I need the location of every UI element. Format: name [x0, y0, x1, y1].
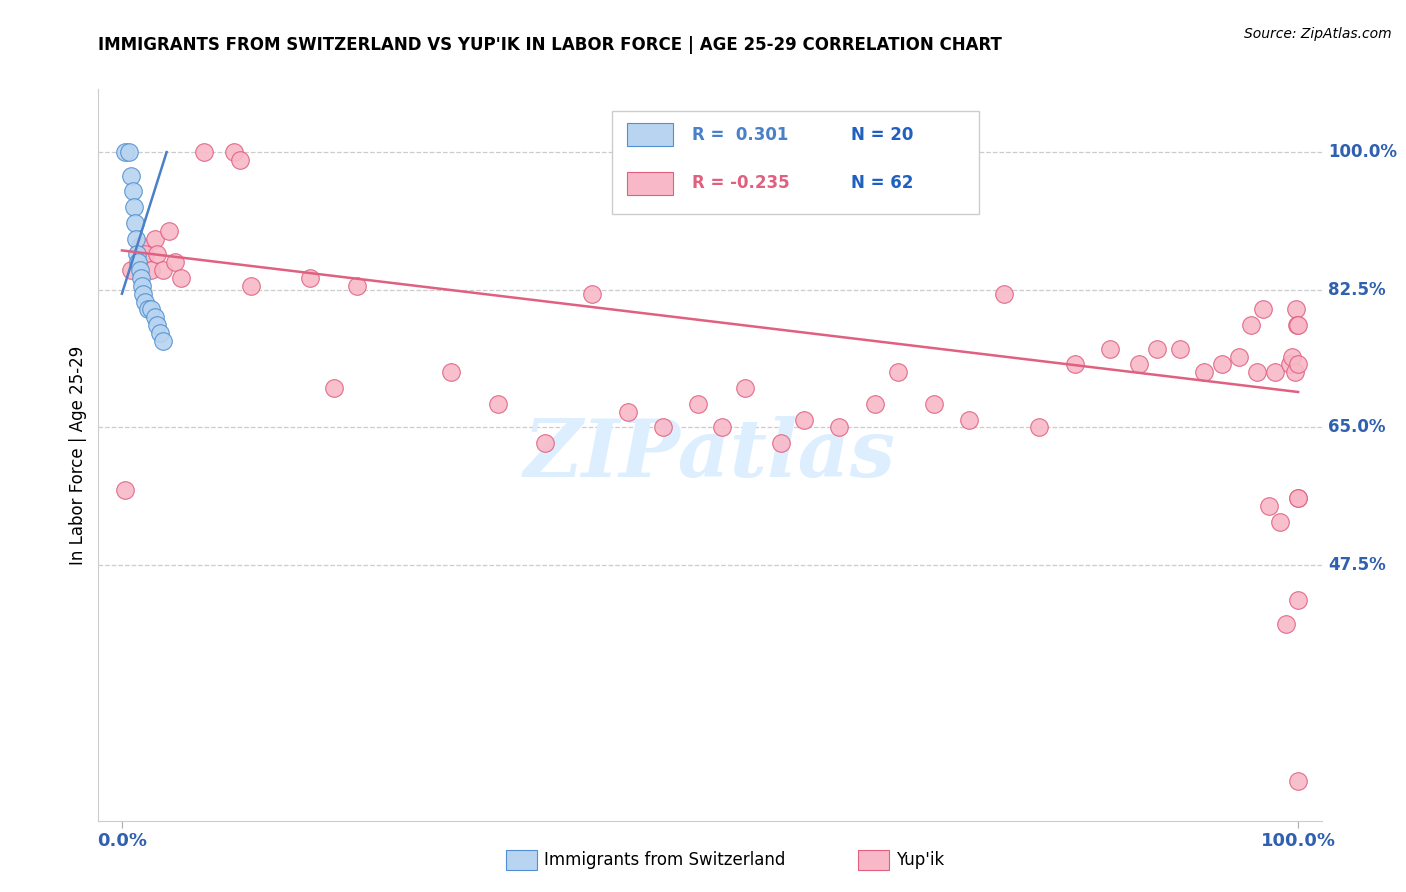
Point [1278, 358, 1301, 372]
Point [1286, 318, 1309, 333]
Point [152, 263, 174, 277]
Point [486, 397, 509, 411]
Text: Source: ZipAtlas.com: Source: ZipAtlas.com [1244, 27, 1392, 41]
Point [1063, 358, 1085, 372]
Point [1286, 358, 1309, 372]
Point [887, 365, 910, 379]
Point [1227, 350, 1250, 364]
FancyBboxPatch shape [627, 123, 673, 146]
Point [122, 200, 145, 214]
Point [118, 145, 141, 160]
Point [1286, 593, 1309, 607]
Point [652, 420, 675, 434]
Point [141, 302, 163, 317]
Point [769, 436, 792, 450]
Point [222, 145, 245, 160]
Point [143, 310, 166, 325]
Point [616, 405, 638, 419]
Point [152, 334, 174, 348]
Point [136, 302, 159, 317]
Point [1285, 318, 1308, 333]
Point [1286, 491, 1309, 505]
Point [131, 278, 153, 293]
Point [922, 397, 945, 411]
Point [127, 247, 149, 261]
Point [688, 397, 710, 411]
Point [1240, 318, 1263, 333]
Point [322, 381, 344, 395]
Point [828, 420, 851, 434]
Point [1285, 302, 1308, 317]
Point [440, 365, 463, 379]
Point [146, 318, 169, 333]
Point [114, 145, 136, 160]
Text: R = -0.235: R = -0.235 [692, 174, 789, 192]
Point [193, 145, 215, 160]
Text: ZIPatlas: ZIPatlas [524, 417, 896, 493]
Point [121, 185, 143, 199]
Point [128, 263, 150, 277]
Point [134, 294, 156, 309]
Point [128, 239, 150, 253]
Point [1275, 617, 1298, 632]
Point [1251, 302, 1274, 317]
Point [1286, 774, 1309, 789]
Point [125, 232, 148, 246]
Text: R =  0.301: R = 0.301 [692, 126, 787, 144]
Point [346, 278, 368, 293]
Text: Immigrants from Switzerland: Immigrants from Switzerland [544, 851, 786, 869]
Text: N = 62: N = 62 [851, 174, 912, 192]
Text: N = 20: N = 20 [851, 126, 912, 144]
Point [149, 326, 172, 340]
Point [114, 483, 136, 498]
Point [1246, 365, 1268, 379]
Point [1128, 358, 1150, 372]
Y-axis label: In Labor Force | Age 25-29: In Labor Force | Age 25-29 [69, 345, 87, 565]
Point [157, 224, 180, 238]
Point [163, 255, 186, 269]
Point [143, 232, 166, 246]
Text: 82.5%: 82.5% [1327, 281, 1385, 299]
Text: Yup'ik: Yup'ik [896, 851, 943, 869]
Point [1170, 342, 1192, 356]
Text: 100.0%: 100.0% [1327, 143, 1396, 161]
Text: 65.0%: 65.0% [1327, 418, 1385, 436]
Point [1281, 350, 1303, 364]
Point [1211, 358, 1233, 372]
Point [129, 271, 152, 285]
Point [134, 247, 156, 261]
Point [120, 169, 142, 183]
Point [734, 381, 756, 395]
Point [793, 412, 815, 426]
Point [120, 263, 142, 277]
Point [240, 278, 263, 293]
Point [299, 271, 322, 285]
Text: IMMIGRANTS FROM SWITZERLAND VS YUP'IK IN LABOR FORCE | AGE 25-29 CORRELATION CHA: IMMIGRANTS FROM SWITZERLAND VS YUP'IK IN… [98, 36, 1002, 54]
Point [146, 247, 169, 261]
Point [132, 286, 155, 301]
Point [170, 271, 193, 285]
Point [1284, 365, 1306, 379]
Point [1192, 365, 1215, 379]
Point [710, 420, 733, 434]
Point [581, 286, 603, 301]
Point [993, 286, 1015, 301]
Point [1264, 365, 1286, 379]
Point [1146, 342, 1168, 356]
Point [124, 216, 146, 230]
Point [228, 153, 250, 167]
FancyBboxPatch shape [627, 172, 673, 195]
Point [1270, 515, 1292, 529]
Point [534, 436, 557, 450]
Point [127, 255, 149, 269]
Point [957, 412, 980, 426]
Point [1257, 499, 1279, 513]
Point [863, 397, 886, 411]
Point [1028, 420, 1050, 434]
Text: 47.5%: 47.5% [1327, 556, 1385, 574]
Point [1286, 491, 1309, 505]
Point [1098, 342, 1121, 356]
Point [141, 263, 163, 277]
FancyBboxPatch shape [612, 112, 979, 213]
